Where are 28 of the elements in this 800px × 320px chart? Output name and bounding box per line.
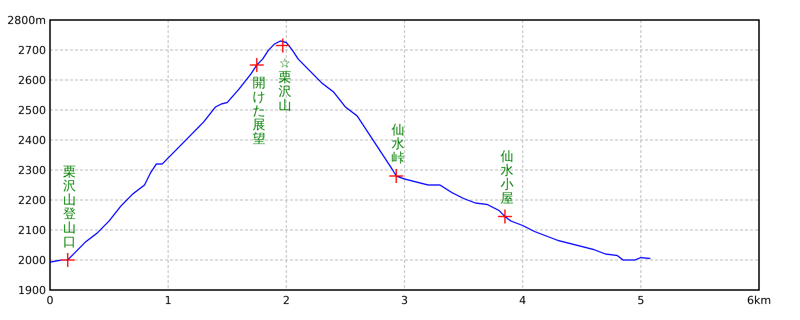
x-tick-label: 3 [401, 294, 408, 307]
x-tick-label: 4 [519, 294, 526, 307]
y-tick-label: 2200 [18, 194, 46, 207]
annotation: ☆栗沢山 [278, 56, 292, 114]
point [249, 57, 264, 73]
y-tick-label: 2700 [18, 44, 46, 57]
x-tick-label: 0 [46, 294, 54, 307]
annotation: 仙水峠 [392, 123, 405, 166]
y-tick-label: 2100 [18, 224, 46, 237]
y-tick-label: 2000 [18, 254, 46, 267]
point [497, 208, 513, 224]
y-tick-label: 1900 [18, 284, 46, 297]
x-tick-label: 1 [164, 294, 172, 307]
annotation: 開けた展望 [252, 76, 266, 147]
y-tick-label: 2800m [7, 14, 46, 27]
point [60, 252, 76, 268]
x-tick-label: 2 [282, 294, 290, 307]
x-tick-label: 5 [637, 294, 644, 307]
line-series [49, 40, 651, 263]
annotation: 仙水小屋 [500, 150, 514, 206]
y-tick-label: 2300 [18, 164, 46, 177]
y-tick-label: 2400 [18, 134, 46, 147]
point [388, 168, 404, 184]
x-tick-label: 6km [746, 294, 772, 307]
annotation: 栗沢山登山口 [63, 165, 76, 250]
y-tick-label: 2600 [18, 74, 46, 87]
y-tick-label: 2500 [18, 104, 46, 117]
point [275, 38, 290, 54]
